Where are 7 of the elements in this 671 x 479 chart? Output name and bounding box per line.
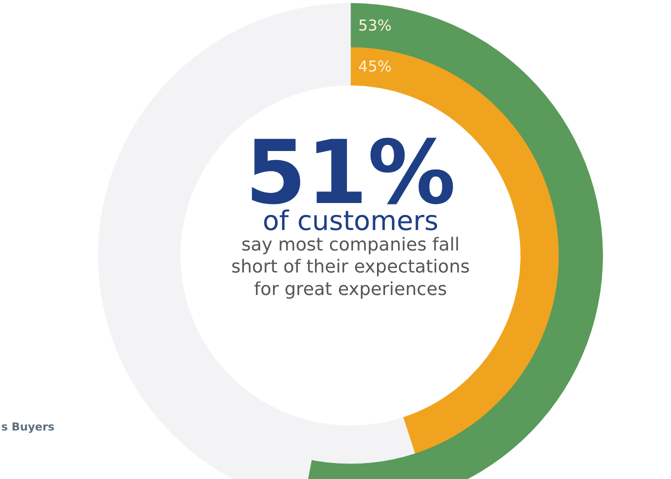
text: of customers (262, 206, 438, 238)
text: say most companies fall (241, 234, 460, 256)
data-label: 45% (358, 57, 392, 76)
text: for great experiences (254, 278, 447, 300)
text: short of their expectations (231, 256, 470, 278)
data-label: 53% (358, 16, 392, 34)
text: s Buyers (1, 420, 55, 434)
